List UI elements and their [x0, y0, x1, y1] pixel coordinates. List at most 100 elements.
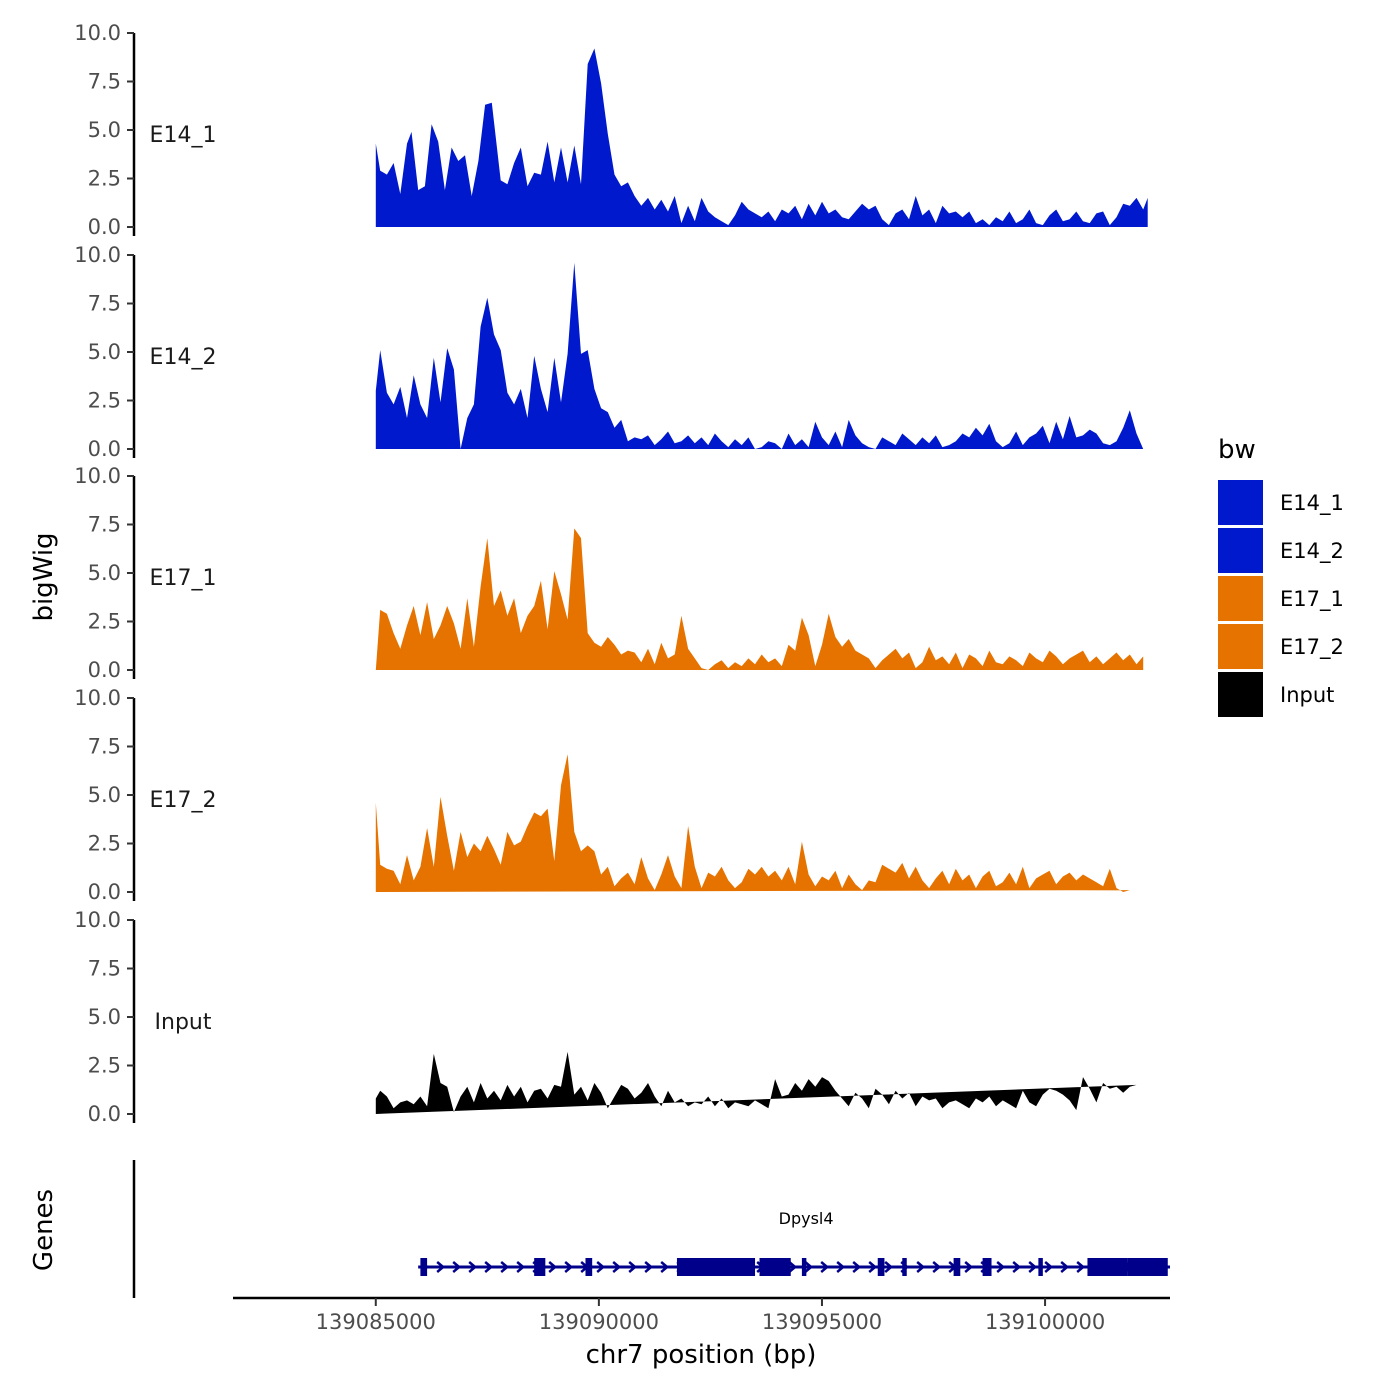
- gene-exon: [420, 1258, 428, 1276]
- y-axis-title: bigWig: [29, 532, 59, 621]
- y-tick-label: 0.0: [88, 1102, 121, 1126]
- track-Input: 0.0 2.5 5.0 7.5 10.0 Input: [74, 908, 1137, 1126]
- gene-exon: [953, 1258, 961, 1276]
- y-tick-label: 2.5: [88, 1054, 121, 1078]
- strand-arrow: [452, 1261, 462, 1273]
- gene-exon: [534, 1258, 546, 1276]
- gene-exon: [676, 1258, 756, 1276]
- strand-arrow: [436, 1261, 446, 1273]
- coverage-area: [375, 48, 1148, 227]
- strand-arrow: [852, 1261, 862, 1273]
- x-axis-title: chr7 position (bp): [586, 1340, 817, 1370]
- strand-arrow: [612, 1261, 622, 1273]
- strand-arrow: [868, 1261, 878, 1273]
- x-tick-label: 139085000: [316, 1310, 436, 1334]
- genes-axis-title: Genes: [29, 1189, 59, 1271]
- track-E17_2: 0.0 2.5 5.0 7.5 10.0 E17_2: [74, 686, 1130, 904]
- legend-swatch: [1218, 672, 1263, 717]
- y-tick-label: 10.0: [74, 908, 121, 932]
- strand-arrow: [788, 1261, 798, 1273]
- strand-arrow: [564, 1261, 574, 1273]
- y-tick-label: 5.0: [88, 1005, 121, 1029]
- legend-swatch: [1218, 624, 1263, 669]
- coverage-area: [375, 1051, 1137, 1114]
- strand-arrow: [932, 1261, 942, 1273]
- legend-label: E14_1: [1280, 491, 1344, 516]
- y-tick-label: 7.5: [88, 735, 121, 759]
- track-label: E14_2: [150, 345, 217, 370]
- strand-arrow: [1012, 1261, 1022, 1273]
- legend-label: E17_2: [1280, 635, 1344, 660]
- x-axis: 139085000 139090000 139095000 139100000 chr…: [233, 1296, 1170, 1370]
- gene-model: [418, 1258, 1170, 1276]
- strand-arrow: [484, 1261, 494, 1273]
- gene-exon: [902, 1258, 907, 1276]
- track-E14_2: 0.0 2.5 5.0 7.5 10.0 E14_2: [74, 243, 1144, 461]
- x-tick-label: 139100000: [985, 1310, 1105, 1334]
- gene-exon: [1038, 1258, 1043, 1276]
- y-tick-label: 10.0: [74, 21, 121, 45]
- coverage-area: [375, 528, 1144, 670]
- gene-exon: [877, 1258, 885, 1276]
- track-label: E17_1: [150, 566, 217, 591]
- genes-panel: Genes Dpysl4: [29, 1160, 1170, 1298]
- strand-arrow: [468, 1261, 478, 1273]
- y-tick-label: 5.0: [88, 118, 121, 142]
- strand-arrow: [660, 1261, 670, 1273]
- y-tick-label: 5.0: [88, 783, 121, 807]
- strand-arrow: [596, 1261, 606, 1273]
- y-tick-label: 7.5: [88, 513, 121, 537]
- track-E17_1: 0.0 2.5 5.0 7.5 10.0 E17_1: [74, 464, 1144, 682]
- y-tick-label: 2.5: [88, 389, 121, 413]
- coverage-area: [375, 262, 1144, 449]
- y-tick-label: 2.5: [88, 832, 121, 856]
- strand-arrow: [916, 1261, 926, 1273]
- gene-exon: [801, 1258, 807, 1276]
- legend-label: Input: [1280, 683, 1334, 707]
- legend-label: E14_2: [1280, 539, 1344, 564]
- strand-arrow: [628, 1261, 638, 1273]
- gene-exon: [585, 1258, 593, 1276]
- x-axis-ticks: 139085000 139090000 139095000 139100000: [316, 1298, 1105, 1334]
- y-tick-label: 2.5: [88, 610, 121, 634]
- y-tick-label: 0.0: [88, 880, 121, 904]
- strand-arrow: [820, 1261, 830, 1273]
- gene-name-label: Dpysl4: [779, 1209, 834, 1228]
- y-tick-label: 10.0: [74, 464, 121, 488]
- legend-title: bw: [1218, 435, 1256, 465]
- x-tick-label: 139090000: [539, 1310, 659, 1334]
- legend-swatch: [1218, 576, 1263, 621]
- strand-arrow: [1076, 1261, 1086, 1273]
- strand-arrow: [996, 1261, 1006, 1273]
- gene-exon: [1127, 1258, 1168, 1276]
- y-tick-label: 10.0: [74, 686, 121, 710]
- strand-arrow: [884, 1261, 894, 1273]
- strand-arrow: [804, 1261, 814, 1273]
- x-tick-label: 139095000: [762, 1310, 882, 1334]
- y-tick-label: 2.5: [88, 167, 121, 191]
- track-label: E17_2: [150, 788, 217, 813]
- legend-items: E14_1 E14_2 E17_1 E17_2 Input: [1218, 480, 1344, 717]
- y-tick-label: 7.5: [88, 70, 121, 94]
- track-label: E14_1: [150, 123, 217, 148]
- y-tick-label: 7.5: [88, 292, 121, 316]
- legend-label: E17_1: [1280, 587, 1344, 612]
- track-E14_1: 0.0 2.5 5.0 7.5 10.0 E14_1: [74, 21, 1148, 239]
- legend-swatch: [1218, 528, 1263, 573]
- legend: bw E14_1 E14_2 E17_1 E17_2 Input: [1218, 435, 1344, 717]
- y-tick-label: 0.0: [88, 437, 121, 461]
- strand-arrow: [836, 1261, 846, 1273]
- coverage-area: [375, 754, 1130, 892]
- y-tick-label: 10.0: [74, 243, 121, 267]
- gene-exon: [759, 1258, 791, 1276]
- gene-exon: [982, 1258, 992, 1276]
- y-tick-label: 0.0: [88, 215, 121, 239]
- strand-arrow: [516, 1261, 526, 1273]
- strand-arrow: [964, 1261, 974, 1273]
- strand-arrow: [500, 1261, 510, 1273]
- y-tick-label: 5.0: [88, 561, 121, 585]
- gene-exon: [1087, 1258, 1128, 1276]
- legend-swatch: [1218, 480, 1263, 525]
